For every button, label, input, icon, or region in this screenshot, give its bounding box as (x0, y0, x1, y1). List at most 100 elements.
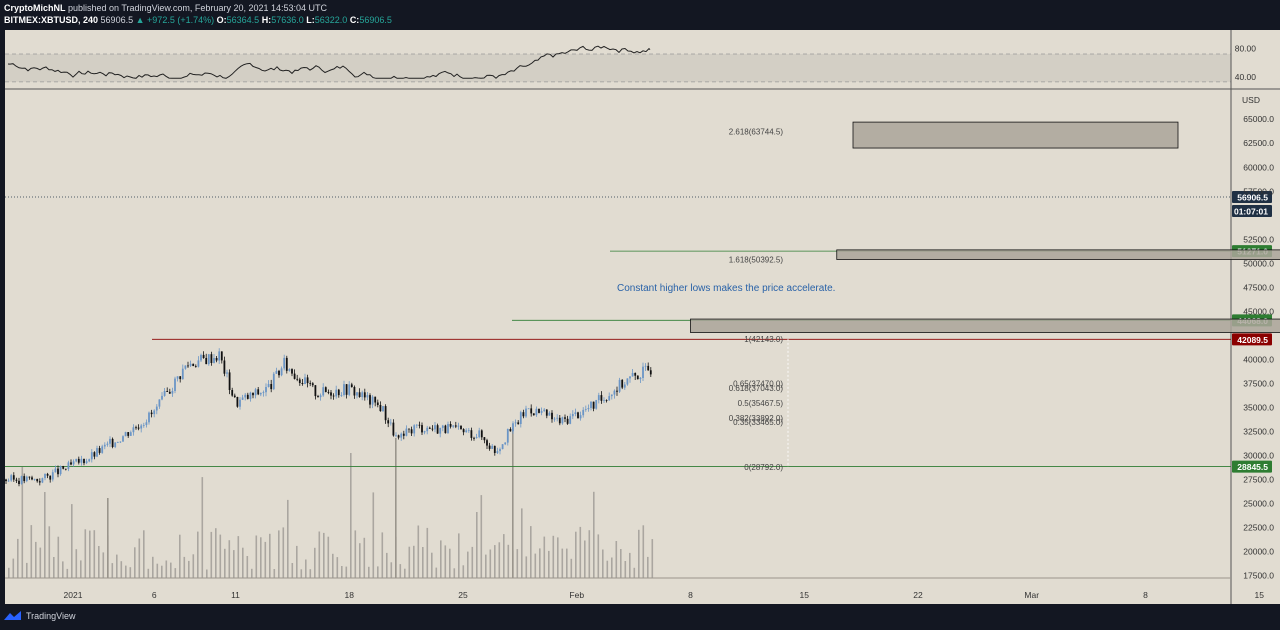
fib-extension: 2.618(63744.5) 1.618(50392.5) 1(42143.0) 0.… (729, 127, 789, 472)
volume-bar (174, 568, 177, 578)
time-tick-label: 15 (1255, 590, 1265, 600)
fib-level-label: 1(42143.0) (744, 335, 783, 344)
price-tick-label: 40000.0 (1243, 354, 1274, 364)
candle-body (213, 358, 215, 363)
candle-body (340, 395, 343, 396)
volume-bar (485, 554, 487, 578)
candle-body (205, 358, 208, 365)
candle-body (25, 476, 28, 482)
candle-body (418, 424, 421, 426)
volume-bar (26, 562, 28, 578)
level-price-tag (1232, 460, 1272, 473)
volume-bar (206, 569, 208, 578)
candle-body (267, 384, 270, 387)
price-tick-label: 17500.0 (1243, 571, 1274, 581)
candle-body (374, 396, 377, 403)
candle-body (288, 369, 291, 371)
candle-body (566, 418, 569, 424)
volume-bar (372, 492, 375, 578)
time-axis[interactable]: 20216111825Feb81522Mar8152227Apr6 (5, 577, 1280, 600)
candle-body (41, 478, 44, 483)
candle-body (376, 402, 379, 405)
volume-bar (579, 526, 582, 578)
volume-bar (530, 526, 532, 578)
candle-body (142, 425, 145, 426)
candle-body (249, 392, 252, 399)
volume-bar (210, 531, 213, 578)
candle-body (551, 412, 553, 420)
time-tick-label: 6 (152, 590, 157, 600)
volume-bar (503, 534, 505, 578)
candle-body (135, 427, 137, 429)
candle-body (291, 369, 293, 374)
candle-body (59, 466, 62, 475)
volume-bar (431, 552, 433, 578)
candle-body (636, 375, 639, 380)
candle-body (525, 408, 527, 417)
volume-bar (404, 568, 406, 578)
volume-bar (570, 558, 573, 578)
candle-body (265, 387, 267, 393)
candle-body (293, 373, 296, 379)
price-axis[interactable]: 65000.0 62500.0 60000.0 57500.0 52500.0 50000… (1242, 95, 1274, 581)
volume-bar (98, 546, 100, 578)
volume-bar (602, 549, 604, 578)
volume-bar (633, 567, 636, 578)
rsi-band (5, 54, 1231, 82)
price-tick-label: 50000.0 (1243, 258, 1274, 268)
candle-body (246, 394, 249, 399)
symbol[interactable]: BITMEX:XBTUSD, 240 (4, 15, 99, 25)
time-tick-label: 11 (231, 590, 240, 600)
candle-body (644, 365, 647, 367)
volume-bar (116, 554, 118, 578)
volume-bar (534, 553, 537, 578)
candle-body (486, 440, 488, 446)
candle-body (363, 392, 366, 398)
volume-bar (282, 527, 285, 578)
volume-bar (377, 566, 379, 578)
candle-body (184, 365, 187, 369)
candle-body (335, 389, 338, 397)
volume-bar (354, 530, 357, 578)
volume-bar (273, 569, 276, 578)
low-label: L: (306, 15, 315, 25)
volume-bar (417, 525, 420, 578)
candle-body (642, 366, 644, 378)
candle-body (77, 458, 80, 463)
volume-bar (291, 563, 294, 578)
candle-body (88, 459, 91, 462)
price-tick-label: 20000.0 (1243, 547, 1274, 557)
volume-bar (89, 530, 91, 578)
candle-body (106, 443, 109, 445)
candle-body (254, 389, 257, 396)
candle-body (512, 423, 514, 432)
candle-body (350, 384, 353, 387)
volume-bar (521, 508, 523, 578)
volume-bar (390, 562, 393, 578)
volume-bar (543, 536, 546, 578)
candle-body (579, 415, 582, 419)
publish-info: published on TradingView.com, February 2… (68, 3, 328, 13)
tradingview-logo-icon (4, 611, 21, 620)
volume-bar (269, 533, 271, 578)
price-tick-label: 27500.0 (1243, 475, 1274, 485)
fib-level-label: 0.65(37470.0) (733, 380, 783, 389)
candle-body (301, 383, 304, 384)
candle-body (137, 427, 140, 429)
candle-body (361, 392, 364, 398)
candle-body (478, 430, 481, 438)
candle-body (179, 376, 182, 380)
volume-bar (606, 560, 609, 578)
candle-body (561, 417, 564, 424)
high-label: H: (261, 15, 272, 25)
author[interactable]: CryptoMichNL (4, 3, 66, 13)
volume-bar (120, 561, 123, 578)
candle-body (423, 431, 426, 433)
open-value: 56364.5 (226, 15, 260, 25)
time-tick-label: 2021 (64, 590, 83, 600)
candle-body (649, 370, 652, 375)
tradingview-brand[interactable]: TradingView (4, 611, 76, 621)
candle-body (119, 441, 122, 443)
volume-bar (512, 428, 514, 578)
